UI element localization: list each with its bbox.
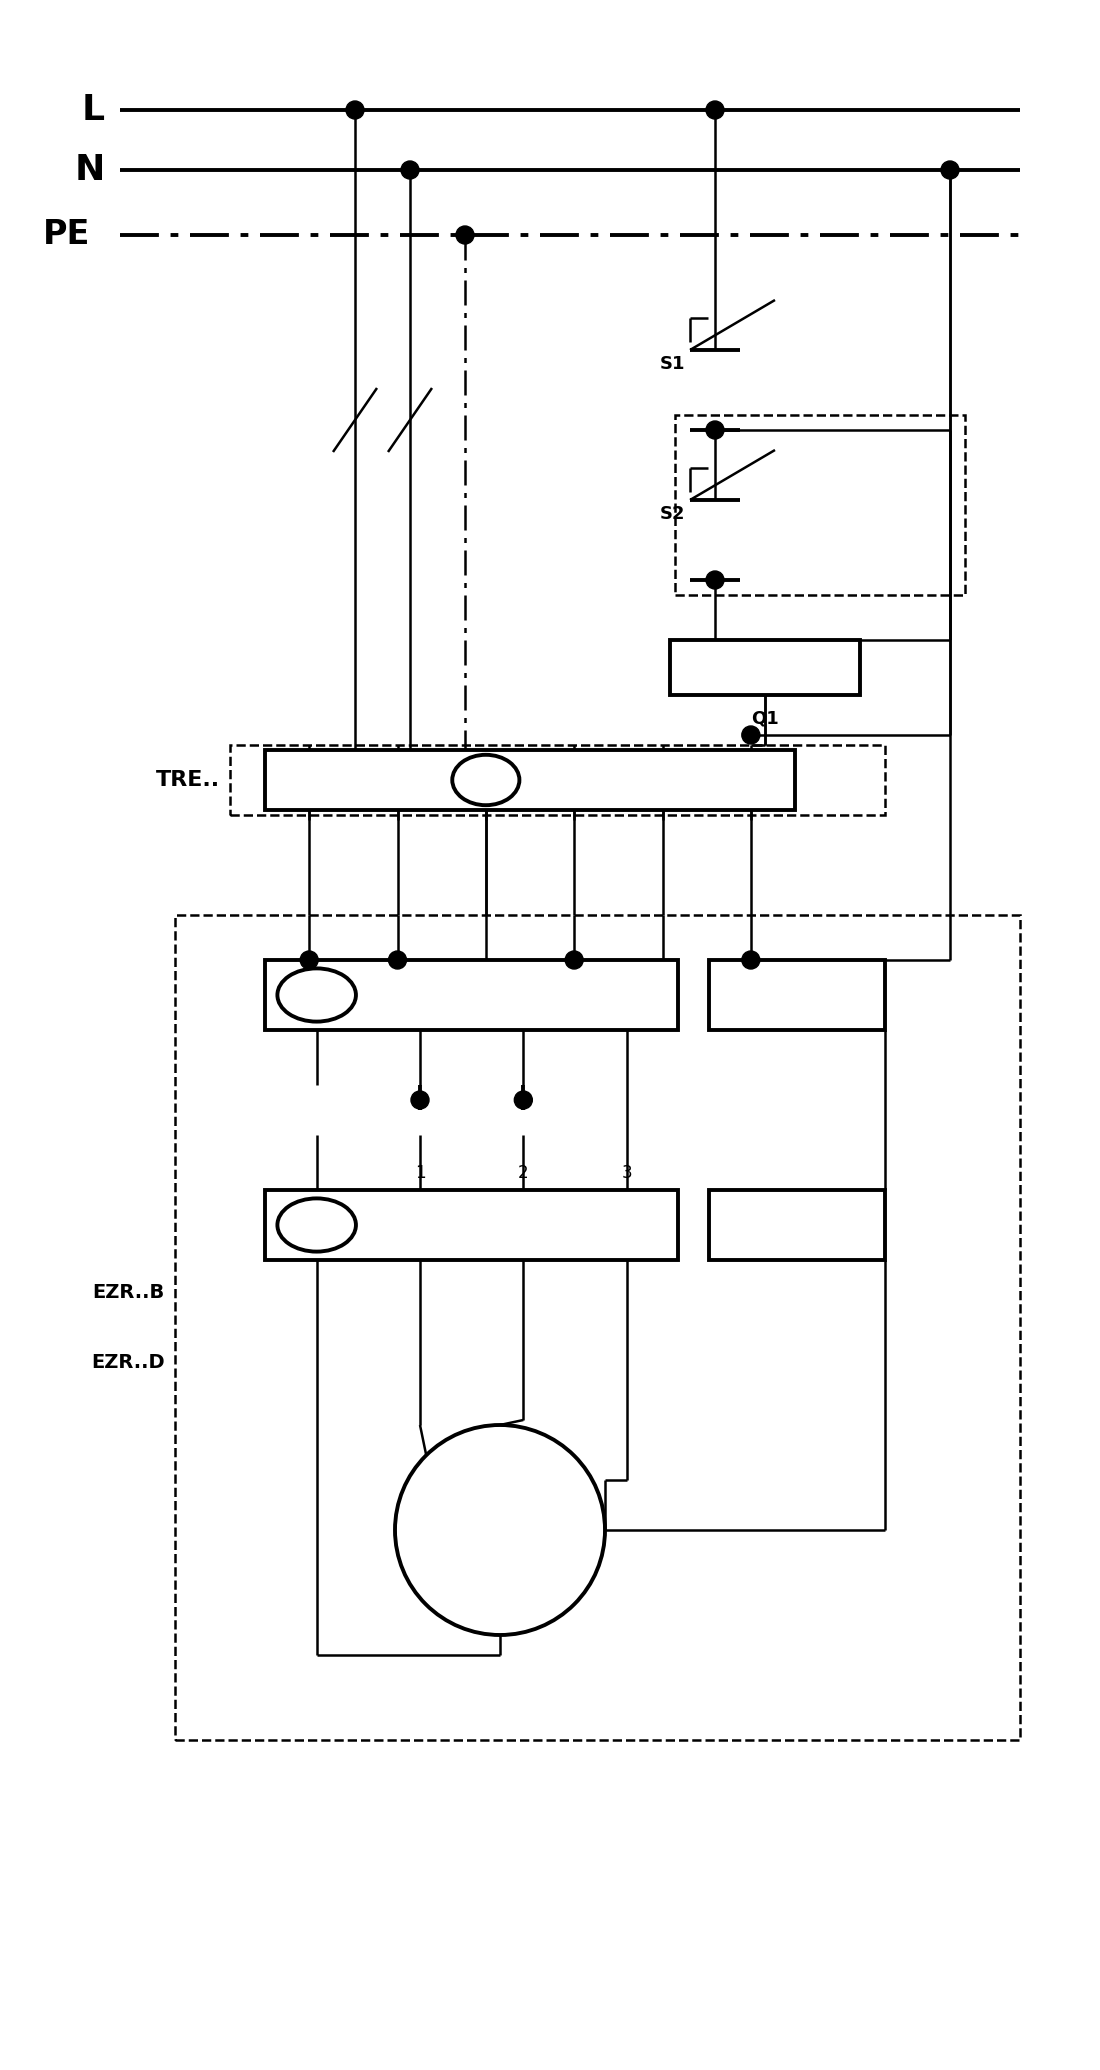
Text: 1V: 1V: [512, 1215, 536, 1234]
Text: 1: 1: [415, 1163, 426, 1182]
Circle shape: [402, 161, 419, 178]
Text: 1U: 1U: [407, 985, 432, 1004]
Text: L: L: [82, 93, 104, 126]
Text: EZR..B: EZR..B: [92, 1283, 165, 1302]
Bar: [230, 745, 886, 816]
Circle shape: [706, 420, 724, 439]
Ellipse shape: [277, 969, 356, 1023]
Text: 1V: 1V: [512, 985, 536, 1004]
Text: TK: TK: [829, 985, 854, 1004]
Text: PE: PE: [43, 219, 90, 250]
Circle shape: [741, 950, 760, 969]
Circle shape: [940, 161, 959, 178]
Circle shape: [741, 727, 760, 743]
Text: 1 ~: 1 ~: [480, 1555, 520, 1575]
Bar: [670, 640, 860, 696]
Text: TK: TK: [741, 985, 766, 1004]
Circle shape: [565, 950, 583, 969]
Text: TK: TK: [829, 1215, 854, 1234]
Circle shape: [300, 950, 318, 969]
Ellipse shape: [277, 1199, 356, 1252]
Bar: [175, 915, 1020, 1741]
Circle shape: [456, 226, 474, 244]
Circle shape: [706, 571, 724, 590]
Ellipse shape: [452, 756, 519, 805]
Text: 2: 2: [518, 1163, 529, 1182]
Text: TRE..: TRE..: [156, 770, 220, 791]
Circle shape: [706, 101, 724, 118]
Text: S1: S1: [660, 354, 685, 373]
Circle shape: [515, 1091, 532, 1110]
Text: 3: 3: [565, 768, 582, 793]
Bar: [265, 1190, 679, 1261]
Bar: [710, 960, 886, 1031]
Text: 1W: 1W: [612, 985, 641, 1004]
Text: 1: 1: [742, 768, 759, 793]
Text: 1W: 1W: [612, 1215, 641, 1234]
Bar: [710, 1190, 886, 1261]
Text: S2: S2: [660, 505, 685, 524]
Bar: [675, 414, 965, 594]
Text: 2: 2: [654, 768, 671, 793]
Circle shape: [346, 101, 364, 118]
Text: L: L: [301, 768, 317, 793]
Circle shape: [395, 1424, 605, 1635]
Circle shape: [411, 1091, 429, 1110]
Text: 3: 3: [621, 1163, 632, 1182]
Text: N: N: [75, 153, 104, 186]
Text: N: N: [387, 768, 407, 793]
Text: M: M: [483, 1486, 517, 1519]
Text: TK: TK: [741, 1215, 766, 1234]
Text: 1U: 1U: [407, 1215, 432, 1234]
Text: Q1: Q1: [751, 710, 779, 729]
Circle shape: [388, 950, 407, 969]
Bar: [265, 960, 679, 1031]
Bar: [265, 749, 795, 809]
Text: EZR..D: EZR..D: [91, 1354, 165, 1372]
